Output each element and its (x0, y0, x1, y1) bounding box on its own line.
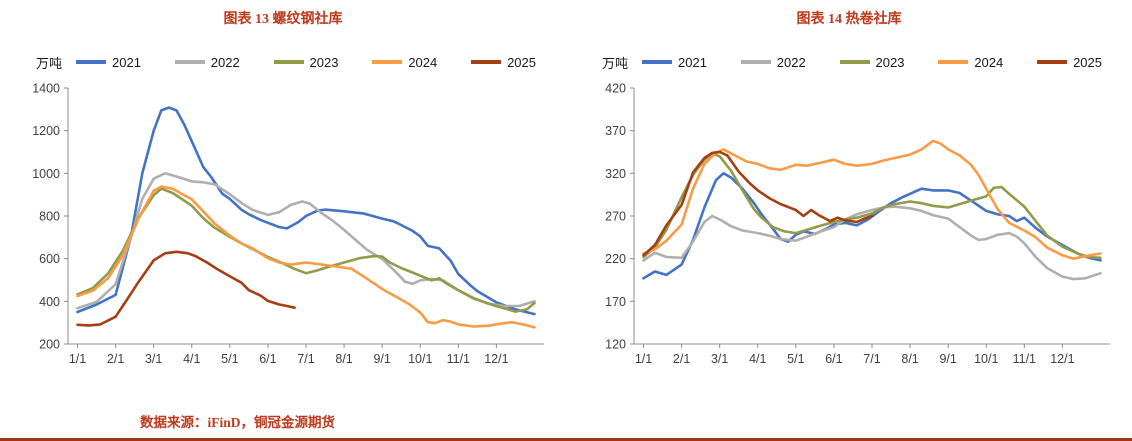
x-tick-label: 6/1 (825, 352, 842, 366)
series-line-2024 (76, 185, 536, 329)
x-tick-label: 8/1 (901, 352, 918, 366)
chart-legend-hrc: 2021 2022 2023 2024 2025 (642, 55, 1102, 70)
rebar-inventory-line-chart: 200 400 600 800 1000 1200 1400 1/1 2/1 3/1 4/1 5/1 6… (32, 82, 544, 366)
y-tick-label: 270 (605, 210, 626, 224)
x-tick-label: 1/1 (635, 352, 652, 366)
legend-swatch-2021 (642, 60, 673, 64)
series-line-2021 (76, 106, 536, 316)
legend-swatch-2023 (839, 60, 870, 64)
x-tick-label: 7/1 (297, 352, 314, 366)
series-line-2023 (642, 152, 1102, 260)
x-tick-label: 9/1 (373, 352, 390, 366)
y-tick-label: 200 (39, 338, 60, 352)
legend-label-2022: 2022 (210, 54, 240, 70)
legend-item-2023: 2023 (839, 54, 905, 70)
chart-title-rebar: 图表 13 螺纹钢社库 (223, 12, 343, 27)
x-tick-label: 4/1 (749, 352, 766, 366)
series-line-2022 (642, 205, 1102, 281)
legend-item-2022: 2022 (174, 54, 240, 70)
legend-label-2024: 2024 (974, 54, 1004, 70)
y-tick-label: 370 (605, 124, 626, 138)
y-axis-unit-label: 万吨 (36, 55, 63, 71)
x-tick-label: 3/1 (145, 352, 162, 366)
legend-swatch-2023 (273, 60, 304, 64)
x-tick-label: 6/1 (259, 352, 276, 366)
x-tick-label: 2/1 (673, 352, 690, 366)
legend-swatch-2022 (740, 60, 771, 64)
y-tick-label: 400 (39, 295, 60, 309)
x-tick-label: 4/1 (183, 352, 200, 366)
x-tick-label: 11/1 (1013, 352, 1036, 366)
x-tick-label: 7/1 (863, 352, 880, 366)
x-tick-label: 5/1 (221, 352, 238, 366)
legend-label-2021: 2021 (678, 54, 707, 70)
legend-item-2024: 2024 (938, 55, 1003, 70)
hrc-inventory-chart-box: 图表 14 热卷社库 万吨 2021 2022 2023 2024 2025 120 17… (574, 8, 1124, 374)
legend-item-2021: 2021 (642, 55, 707, 70)
x-tick-label: 12/1 (484, 352, 508, 366)
footer: 数据来源：iFinD，铜冠金源期货 (0, 411, 1132, 441)
data-source-text: 数据来源：iFinD，铜冠金源期货 (140, 415, 336, 430)
y-tick-label: 800 (39, 210, 60, 224)
chart-legend-rebar: 2021 2022 2023 2024 2025 (76, 55, 536, 70)
series-line-2024 (642, 139, 1102, 260)
legend-label-2025: 2025 (507, 54, 536, 70)
legend-label-2022: 2022 (776, 54, 806, 70)
legend-item-2025: 2025 (471, 55, 536, 70)
series-line-2021 (642, 172, 1102, 280)
y-tick-label: 600 (39, 252, 60, 266)
legend-swatch-2024 (372, 60, 403, 64)
chart-header-hrc: 万吨 2021 2022 2023 2024 2025 (574, 50, 1124, 74)
legend-item-2025: 2025 (1037, 55, 1102, 70)
legend-swatch-2025 (471, 60, 502, 64)
y-tick-label: 420 (605, 82, 626, 96)
y-tick-label: 1400 (32, 82, 60, 96)
y-tick-label: 220 (605, 252, 626, 266)
legend-label-2025: 2025 (1073, 54, 1102, 70)
legend-swatch-2024 (938, 60, 969, 64)
legend-item-2022: 2022 (740, 54, 806, 70)
charts-row: 图表 13 螺纹钢社库 万吨 2021 2022 2023 2024 2025 200 4… (8, 8, 1124, 374)
y-tick-label: 170 (605, 295, 626, 309)
x-tick-label: 12/1 (1050, 352, 1074, 366)
legend-swatch-2021 (76, 60, 107, 64)
x-tick-label: 9/1 (939, 352, 956, 366)
series-line-2022 (76, 172, 536, 310)
legend-swatch-2022 (174, 60, 205, 64)
series-line-2025 (642, 150, 874, 257)
x-tick-label: 10/1 (408, 352, 432, 366)
series-line-2023 (76, 187, 536, 313)
x-tick-label: 8/1 (335, 352, 352, 366)
chart-title-hrc: 图表 14 热卷社库 (796, 12, 902, 27)
y-tick-label: 1000 (32, 167, 60, 181)
y-tick-label: 320 (605, 167, 626, 181)
x-tick-label: 10/1 (974, 352, 998, 366)
legend-label-2021: 2021 (112, 54, 141, 70)
footer-divider-line (0, 438, 1132, 441)
legend-swatch-2025 (1037, 60, 1068, 64)
legend-label-2023: 2023 (875, 54, 905, 70)
legend-item-2021: 2021 (76, 55, 141, 70)
x-tick-label: 11/1 (447, 352, 470, 366)
rebar-inventory-chart-box: 图表 13 螺纹钢社库 万吨 2021 2022 2023 2024 2025 200 4… (8, 8, 558, 374)
chart-header-rebar: 万吨 2021 2022 2023 2024 2025 (8, 50, 558, 74)
legend-label-2023: 2023 (309, 54, 339, 70)
hrc-inventory-line-chart: 120 170 220 270 320 370 420 1/1 2/1 3/1 4/1 5/1 6/1 7… (605, 82, 1110, 366)
series-line-2025 (76, 250, 296, 327)
x-tick-label: 5/1 (787, 352, 804, 366)
y-tick-label: 1200 (32, 124, 60, 138)
x-tick-label: 3/1 (711, 352, 728, 366)
legend-label-2024: 2024 (408, 54, 438, 70)
x-tick-label: 2/1 (107, 352, 124, 366)
y-axis-unit-label: 万吨 (602, 55, 629, 71)
legend-item-2024: 2024 (372, 55, 437, 70)
x-tick-label: 1/1 (69, 352, 86, 366)
legend-item-2023: 2023 (273, 54, 339, 70)
y-tick-label: 120 (605, 338, 626, 352)
